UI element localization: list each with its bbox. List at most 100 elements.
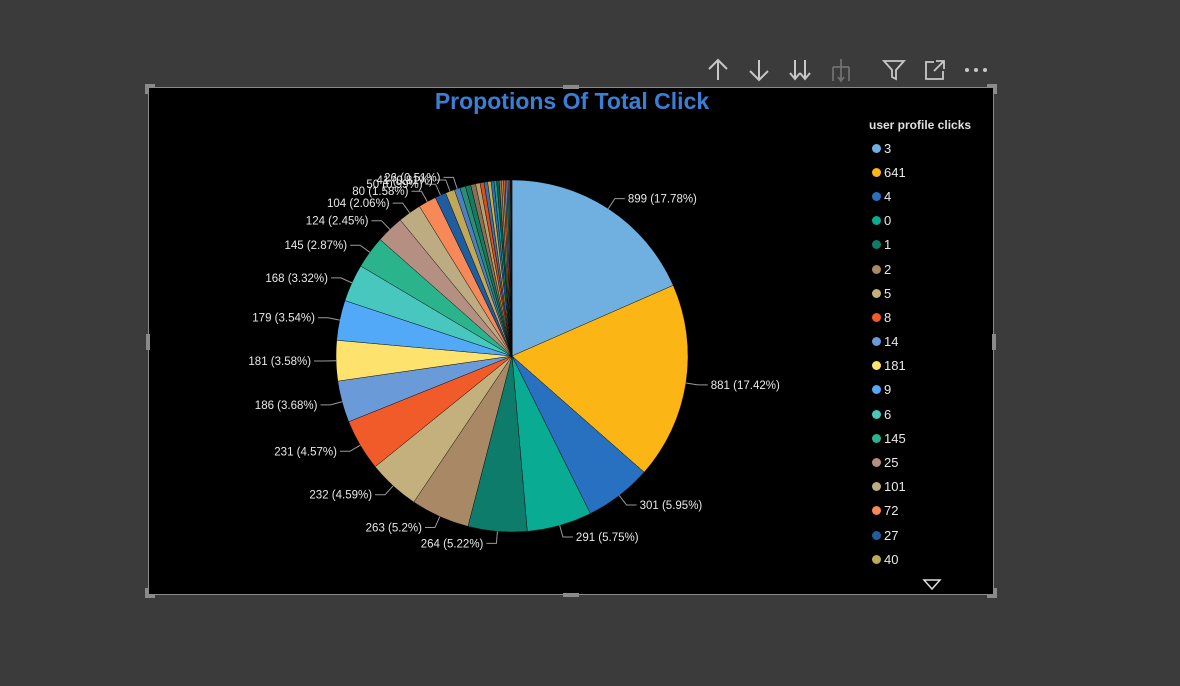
leader-line: [392, 202, 411, 214]
data-label: 168 (3.32%): [265, 273, 328, 285]
resize-handle-top[interactable]: [563, 85, 579, 89]
legend-items: 3 641 4 0 1 2 5 8 14 181 9 6 145 25 101 72 27 40: [869, 136, 989, 571]
legend-item[interactable]: 2: [869, 257, 989, 281]
legend-item[interactable]: 40: [869, 547, 989, 571]
legend-label: 145: [884, 430, 906, 446]
pie-slice[interactable]: [511, 285, 689, 473]
pie-slice[interactable]: [511, 179, 674, 357]
legend-dot: [872, 240, 881, 250]
legend-dot: [872, 143, 881, 153]
resize-handle-top-left-vertical[interactable]: [145, 84, 148, 94]
double-arrow-down-icon[interactable]: [786, 56, 814, 84]
data-label: 291 (5.75%): [576, 532, 639, 544]
leader-line: [618, 495, 637, 506]
legend-dot: [872, 433, 881, 443]
legend-label: 8: [884, 309, 892, 325]
legend-dot: [872, 167, 881, 177]
data-label: 186 (3.68%): [255, 400, 318, 412]
legend-item[interactable]: 8: [869, 305, 989, 329]
legend-item[interactable]: 5: [869, 281, 989, 305]
legend-label: 3: [884, 140, 892, 156]
legend-dot: [872, 264, 881, 274]
leader-line: [339, 444, 361, 452]
legend-item[interactable]: 25: [869, 450, 989, 474]
leader-line: [330, 277, 353, 284]
legend-item[interactable]: 27: [869, 523, 989, 547]
legend-item[interactable]: 641: [869, 160, 989, 184]
data-label: 881 (17.42%): [711, 380, 780, 392]
legend-item[interactable]: 14: [869, 330, 989, 354]
legend-label: 9: [884, 382, 892, 398]
legend-dot: [872, 312, 881, 322]
resize-handle-top-left[interactable]: [145, 84, 155, 87]
visual-header-toolbar: [700, 56, 1000, 84]
legend-label: 5: [884, 285, 892, 301]
legend-label: 181: [884, 358, 906, 374]
legend-title: user profile clicks: [869, 118, 972, 132]
arrow-down-icon[interactable]: [745, 56, 773, 84]
legend-dot: [872, 482, 881, 492]
legend-item[interactable]: 6: [869, 402, 989, 426]
leader-line: [425, 183, 441, 196]
leader-line: [424, 516, 441, 528]
legend-dot: [872, 288, 881, 298]
resize-handle-bottom-left[interactable]: [145, 595, 155, 598]
legend-dot: [872, 409, 881, 419]
arrow-up-icon[interactable]: [704, 56, 732, 84]
resize-handle-bottom-left-vertical[interactable]: [145, 588, 148, 598]
legend-item[interactable]: 1: [869, 233, 989, 257]
legend-item[interactable]: 4: [869, 184, 989, 208]
leader-line: [486, 531, 498, 544]
data-label: 181 (3.58%): [248, 356, 311, 368]
leader-line: [317, 317, 340, 321]
legend-dot: [872, 458, 881, 468]
data-label: 899 (17.78%): [628, 194, 697, 206]
leader-line: [371, 220, 391, 230]
legend-item[interactable]: 181: [869, 354, 989, 378]
data-label: 301 (5.95%): [640, 500, 703, 512]
legend-label: 2: [884, 261, 892, 277]
legend-label: 72: [884, 503, 899, 519]
resize-handle-left[interactable]: [146, 334, 150, 350]
legend-item[interactable]: 72: [869, 499, 989, 523]
data-label: 179 (3.54%): [252, 313, 315, 325]
legend-dot: [872, 530, 881, 540]
legend-label: 6: [884, 406, 892, 422]
legend-label: 25: [884, 455, 899, 471]
resize-handle-bottom-right[interactable]: [987, 595, 997, 598]
legend-label: 0: [884, 213, 892, 229]
legend-item[interactable]: 9: [869, 378, 989, 402]
data-label: 263 (5.2%): [366, 522, 422, 534]
legend-label: 4: [884, 188, 892, 204]
resize-handle-bottom-right-vertical[interactable]: [994, 588, 997, 598]
legend-item[interactable]: 101: [869, 475, 989, 499]
legend-item[interactable]: 3: [869, 136, 989, 160]
legend-label: 1: [884, 237, 892, 253]
data-label: 104 (2.06%): [327, 198, 390, 210]
filter-icon[interactable]: [880, 56, 908, 84]
resize-handle-bottom[interactable]: [563, 593, 579, 597]
focus-mode-icon[interactable]: [921, 56, 949, 84]
data-label: 264 (5.22%): [421, 538, 484, 550]
legend-item[interactable]: 145: [869, 426, 989, 450]
pie-chart-visual[interactable]: Propotions Of Total Click 899 (17.78%) 88…: [145, 84, 997, 598]
leader-line: [559, 525, 573, 538]
data-label: 231 (4.57%): [274, 446, 337, 458]
data-label: 41 (0.81%): [377, 175, 433, 187]
data-label: 124 (2.45%): [306, 216, 369, 228]
legend-dot: [872, 385, 881, 395]
data-label: 145 (2.87%): [284, 240, 347, 252]
legend-scroll-down-icon[interactable]: [922, 578, 942, 592]
more-options-icon[interactable]: [962, 56, 990, 84]
chart-title: Propotions Of Total Click: [434, 88, 710, 114]
resize-handle-top-right[interactable]: [987, 84, 997, 87]
legend-dot: [872, 216, 881, 226]
resize-handle-right[interactable]: [992, 334, 996, 350]
pie-chart: 899 (17.78%) 881 (17.42%) 301 (5.95%) 291 (…: [248, 172, 780, 550]
leader-line: [375, 485, 394, 496]
resize-handle-top-right-vertical[interactable]: [994, 84, 997, 94]
data-label: 80 (1.58%): [352, 186, 408, 198]
leader-line: [443, 176, 458, 189]
legend-item[interactable]: 0: [869, 209, 989, 233]
expand-hierarchy-icon: [827, 56, 855, 84]
